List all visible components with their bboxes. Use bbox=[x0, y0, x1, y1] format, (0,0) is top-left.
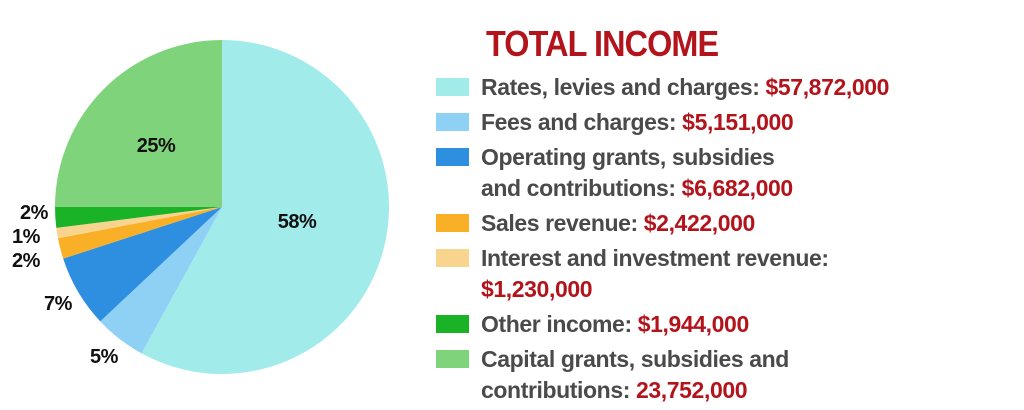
pie-slice-6 bbox=[55, 40, 222, 207]
legend: Rates, levies and charges: $57,872,000 Fe… bbox=[436, 72, 1016, 410]
pie-percent-label-5: 2% bbox=[20, 202, 49, 224]
pie-percent-label-6: 25% bbox=[137, 135, 176, 157]
legend-label-line2: and contributions: bbox=[481, 175, 676, 201]
legend-amount: $1,230,000 bbox=[481, 276, 593, 302]
legend-label: Capital grants, subsidies and bbox=[481, 346, 789, 372]
legend-text: Rates, levies and charges: $57,872,000 bbox=[481, 72, 1016, 103]
chart-title: TOTAL INCOME bbox=[486, 23, 719, 64]
legend-text: Capital grants, subsidies and contributio… bbox=[481, 344, 1016, 406]
legend-item: Capital grants, subsidies and contributio… bbox=[436, 344, 1016, 406]
legend-swatch bbox=[436, 350, 469, 368]
legend-amount: $5,151,000 bbox=[682, 109, 794, 135]
legend-swatch bbox=[436, 78, 469, 96]
legend-label-line2: contributions: bbox=[481, 377, 630, 403]
legend-text: Interest and investment revenue: $1,230,0… bbox=[481, 243, 1016, 305]
legend-text: Other income: $1,944,000 bbox=[481, 309, 1016, 340]
legend-amount: $2,422,000 bbox=[643, 210, 756, 236]
legend-swatch bbox=[436, 148, 469, 166]
legend-text: Sales revenue: $2,422,000 bbox=[481, 208, 1016, 239]
pie-slice-3 bbox=[57, 207, 223, 259]
legend-label: Operating grants, subsidies bbox=[481, 144, 775, 170]
legend-item: Sales revenue: $2,422,000 bbox=[436, 208, 1016, 239]
pie-percent-label-3: 2% bbox=[12, 250, 41, 272]
legend-amount: 23,752,000 bbox=[636, 377, 748, 403]
legend-item: Rates, levies and charges: $57,872,000 bbox=[436, 72, 1016, 103]
legend-swatch bbox=[436, 315, 469, 333]
pie-slice-4 bbox=[56, 207, 222, 239]
pie-percent-label-1: 5% bbox=[90, 346, 119, 368]
legend-item: Other income: $1,944,000 bbox=[436, 309, 1016, 340]
pie-slice-2 bbox=[63, 207, 222, 322]
legend-swatch bbox=[436, 214, 469, 232]
pie-slice-1 bbox=[100, 207, 222, 354]
legend-amount: $6,682,000 bbox=[681, 175, 794, 201]
legend-label: Other income: bbox=[481, 311, 632, 337]
legend-item: Fees and charges: $5,151,000 bbox=[436, 107, 1016, 138]
legend-text: Operating grants, subsidies and contribut… bbox=[481, 142, 1016, 204]
legend-label: Sales revenue: bbox=[481, 210, 638, 236]
pie-percent-label-4: 1% bbox=[12, 226, 41, 248]
pie-slice-5 bbox=[55, 207, 222, 228]
legend-label: Rates, levies and charges: bbox=[481, 74, 760, 100]
pie-percent-label-2: 7% bbox=[44, 293, 73, 315]
legend-label: Fees and charges: bbox=[481, 109, 677, 135]
legend-item: Operating grants, subsidies and contribut… bbox=[436, 142, 1016, 204]
legend-amount: $1,944,000 bbox=[637, 311, 750, 337]
legend-item: Interest and investment revenue: $1,230,0… bbox=[436, 243, 1016, 305]
legend-amount: $57,872,000 bbox=[765, 74, 890, 100]
legend-label: Interest and investment revenue: bbox=[481, 245, 829, 271]
legend-swatch bbox=[436, 249, 469, 267]
pie-chart: 58%5%7%2%1%2%25% bbox=[12, 40, 390, 374]
pie-percent-label-0: 58% bbox=[278, 211, 317, 233]
legend-text: Fees and charges: $5,151,000 bbox=[481, 107, 1016, 138]
legend-swatch bbox=[436, 113, 469, 131]
pie-slice-0 bbox=[141, 40, 390, 374]
